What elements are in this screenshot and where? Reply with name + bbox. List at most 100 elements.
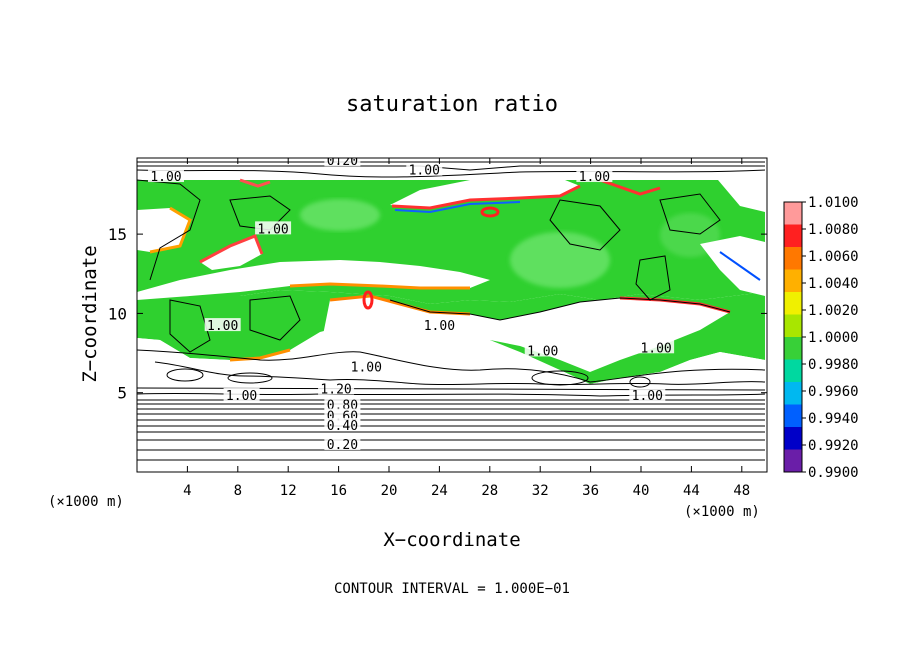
contour-line <box>137 349 766 383</box>
edge-red-spot <box>480 206 500 218</box>
x-tick-label: 12 <box>280 483 297 499</box>
x-tick-label: 36 <box>582 483 599 499</box>
contour-label: 1.00 <box>207 319 238 334</box>
colorbar-swatch <box>784 292 802 315</box>
edge-orange <box>289 282 470 290</box>
x-axis: 4 8 12 16 20 24 28 32 36 40 44 48 <box>183 158 750 499</box>
cloud-region <box>700 236 765 296</box>
cloud-region <box>137 338 765 400</box>
contour-label: 1.00 <box>579 170 610 185</box>
colorbar-tick-label: 1.0020 <box>808 303 859 319</box>
contour-line <box>137 179 201 281</box>
contour-label: 1.00 <box>632 389 663 404</box>
chart-title: saturation ratio <box>346 92 558 117</box>
contour-label: 1.00 <box>409 164 440 179</box>
plot-area: 0.20 1.00 1.00 1.00 1.00 1.00 1.00 1.00 1.00 1.00… <box>137 154 767 472</box>
colorbar-tick-label: 0.9940 <box>808 411 859 427</box>
y-tick-label: 5 <box>117 384 127 403</box>
colorbar-swatch <box>784 359 802 383</box>
y-axis-label: Z−coordinate <box>79 245 101 382</box>
y-tick-label: 15 <box>108 225 127 244</box>
colorbar-tick-label: 1.0080 <box>808 222 859 238</box>
contour-label-bg <box>524 343 561 357</box>
contour-label: 0.20 <box>327 154 358 169</box>
colorbar-tick-label: 1.0100 <box>808 195 859 211</box>
stable-layer <box>137 400 767 472</box>
edge-red-spot <box>362 290 374 310</box>
edge-red <box>391 184 581 210</box>
colorbar-swatch <box>784 314 802 338</box>
contour-label: 1.00 <box>527 344 558 359</box>
contour-label-bg <box>421 318 458 332</box>
x-tick-label: 20 <box>381 483 398 499</box>
colorbar-tick-label: 1.0000 <box>808 330 859 346</box>
contour-label-bg <box>629 387 666 401</box>
contour-label-bg <box>638 340 675 354</box>
contour-label-bg <box>324 397 361 411</box>
colorbar-swatch <box>784 247 802 270</box>
x-tick-label: 16 <box>330 483 347 499</box>
contour-label: 1.00 <box>257 222 288 237</box>
x-tick-label: 44 <box>683 483 700 499</box>
x-tick-label: 40 <box>633 483 650 499</box>
contour-label: 0.40 <box>327 419 358 434</box>
colorbar-tick-label: 0.9920 <box>808 438 859 454</box>
contour-label: 1.00 <box>351 360 382 375</box>
contour-label: 1.00 <box>640 341 671 356</box>
contour-label-bg <box>318 381 355 395</box>
cloud-region <box>137 260 490 300</box>
contour-label-bg <box>324 418 361 432</box>
colorbar-swatch <box>784 337 802 360</box>
contour-label-bg <box>147 169 184 183</box>
colorbar-swatch <box>784 202 802 225</box>
contour-label-bg <box>204 318 241 332</box>
colorbar-swatch <box>784 269 802 293</box>
cloud-region <box>137 208 190 252</box>
colorbar-swatch <box>784 224 802 248</box>
edge-blue <box>394 201 521 214</box>
edge-blue <box>719 251 761 281</box>
y-axis: 5 10 15 <box>108 225 767 403</box>
colorbar-tick-label: 0.9960 <box>808 384 859 400</box>
contour-line <box>166 368 204 382</box>
field-patch <box>300 199 380 231</box>
x-unit-left: (×1000 m) <box>48 494 124 510</box>
contour-label-bg <box>255 221 292 235</box>
contour-label: 1.00 <box>150 170 181 185</box>
contour-label-bg <box>324 158 361 167</box>
contour-label: 1.00 <box>424 319 455 334</box>
x-unit-right: (×1000 m) <box>684 504 760 520</box>
contour-line <box>154 361 766 386</box>
colorbar-swatch <box>784 427 802 450</box>
contour-line <box>629 376 651 388</box>
edge-red <box>199 234 264 264</box>
contour-label: 0.20 <box>327 438 358 453</box>
contour-line <box>531 370 589 386</box>
contour-labels: 0.20 1.00 1.00 1.00 1.00 1.00 1.00 1.00 1.00 1.00… <box>147 154 675 453</box>
colorbar-tick-label: 0.9980 <box>808 357 859 373</box>
contour-label-bg <box>324 437 361 451</box>
y-tick-label: 10 <box>108 304 127 323</box>
colorbar-tick-label: 0.9900 <box>808 465 859 481</box>
x-tick-label: 24 <box>431 483 448 499</box>
contour-line <box>169 299 211 353</box>
contour-lines <box>137 161 766 461</box>
contour-line <box>549 199 621 251</box>
x-tick-label: 8 <box>234 483 242 499</box>
x-tick-label: 32 <box>532 483 549 499</box>
colorbar-swatch <box>784 449 802 473</box>
contour-line <box>229 195 291 231</box>
x-axis-label: X−coordinate <box>383 529 520 551</box>
contour-line <box>137 169 766 178</box>
contour-line <box>635 255 671 301</box>
x-tick-label: 4 <box>183 483 191 499</box>
cloud-region <box>390 176 580 208</box>
colorbar-swatch <box>784 404 802 428</box>
contour-label-bg <box>576 169 613 183</box>
cloud-region <box>200 236 262 270</box>
colorbar: 1.0100 1.0080 1.0060 1.0040 1.0020 1.0000 0.99… <box>783 195 859 481</box>
colorbar-tick-label: 1.0060 <box>808 249 859 265</box>
contour-label: 1.00 <box>226 389 257 404</box>
x-tick-label: 48 <box>733 483 750 499</box>
